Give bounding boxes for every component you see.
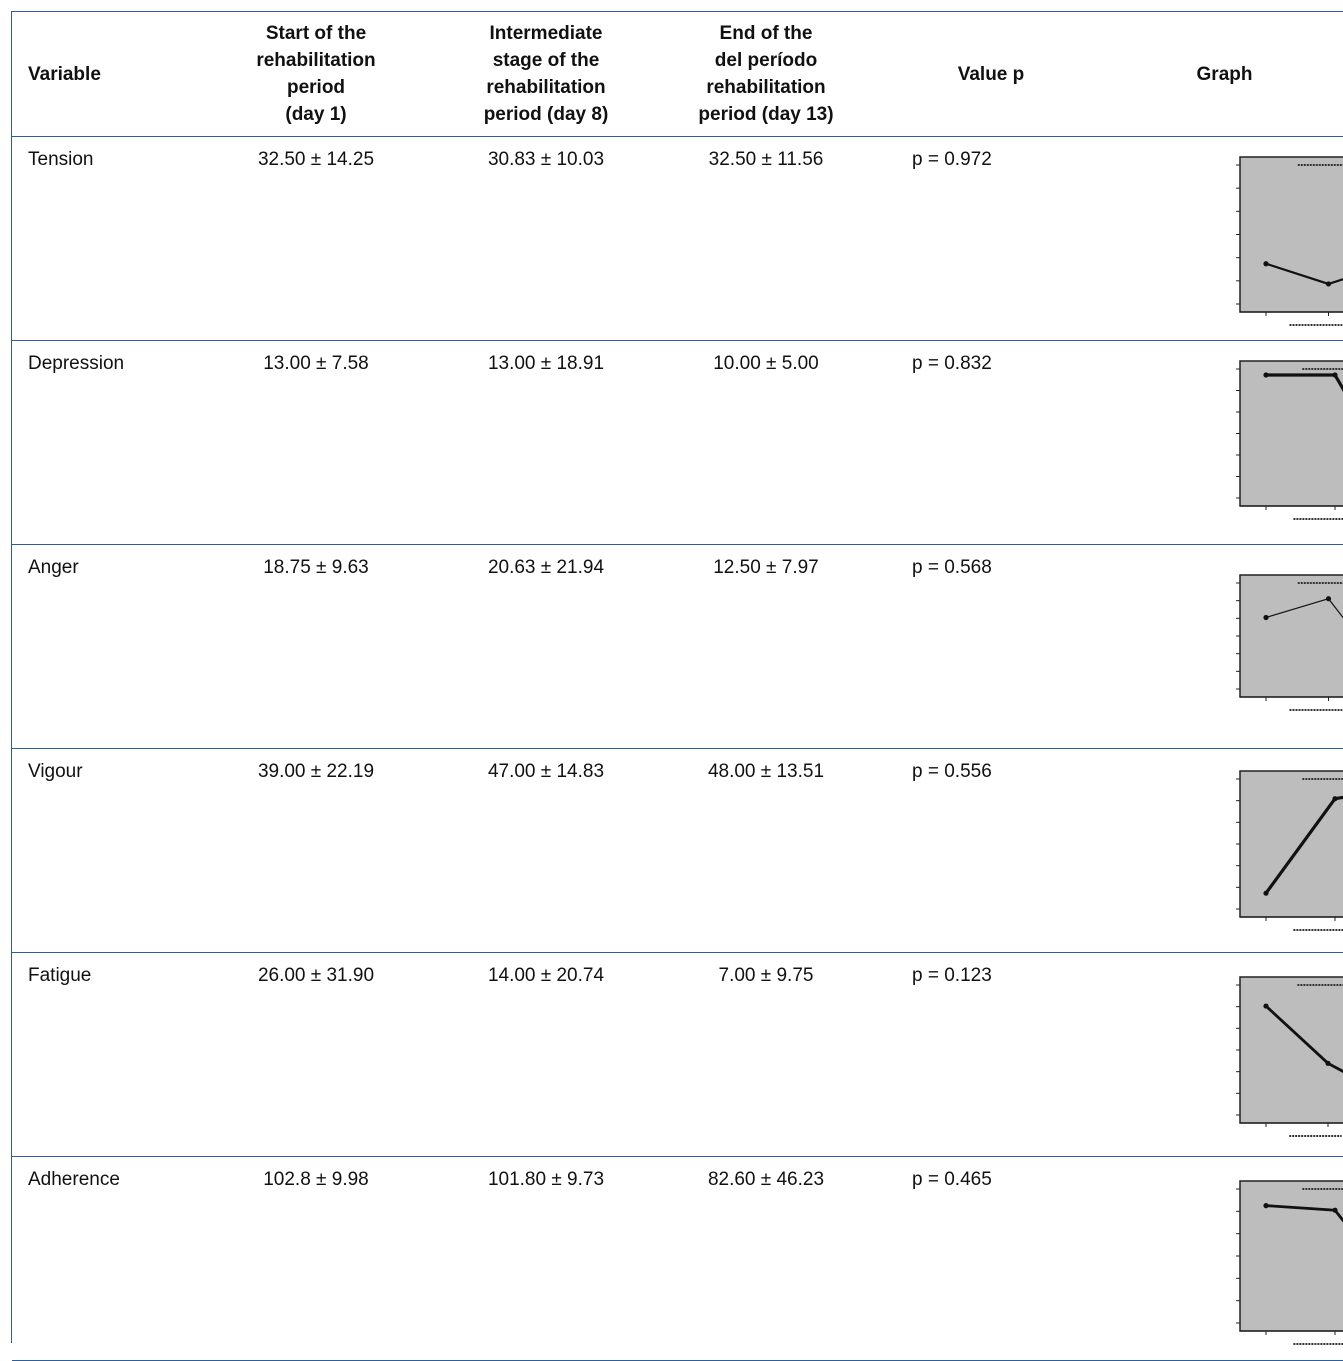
cell-variable: Tension — [12, 136, 196, 341]
cell-intermediate: 101.80 ± 9.73 — [436, 1156, 656, 1361]
header-intermediate-line: Intermediate — [489, 23, 603, 44]
cell-variable: Anger — [12, 544, 196, 749]
mini-chart-adherence — [1236, 1180, 1343, 1345]
data-point-fatigue — [1325, 1060, 1331, 1066]
header-variable: Variable — [12, 12, 196, 137]
data-point-depression — [1332, 372, 1338, 378]
data-point-vigour — [1263, 890, 1269, 896]
cell-variable: Fatigue — [12, 952, 196, 1157]
cell-pvalue: p = 0.556 — [876, 748, 1106, 953]
data-point-anger — [1263, 614, 1269, 621]
header-intermediate: Intermediate stage of the rehabilitation… — [436, 12, 656, 137]
cell-end: 7.00 ± 9.75 — [656, 952, 876, 1157]
cell-variable: Depression — [12, 340, 196, 545]
cell-variable: Vigour — [12, 748, 196, 953]
cell-start: 26.00 ± 31.90 — [196, 952, 436, 1157]
header-end-line: del período — [714, 50, 818, 71]
data-point-anger — [1325, 596, 1332, 602]
cell-end: 32.50 ± 11.56 — [656, 136, 876, 341]
header-graph: Graph — [1106, 12, 1343, 137]
header-start-line: rehabilitation — [256, 50, 376, 71]
cell-start: 13.00 ± 7.58 — [196, 340, 436, 545]
table-row: Tension 32.50 ± 14.25 30.83 ± 10.03 32.5… — [12, 136, 1343, 341]
chart-panel — [1239, 976, 1343, 1124]
cell-graph — [1106, 544, 1343, 749]
header-start-line: period — [286, 77, 346, 98]
cell-start: 39.00 ± 22.19 — [196, 748, 436, 953]
cell-graph — [1106, 136, 1343, 341]
chart-panel — [1239, 574, 1343, 698]
header-start-line: (day 1) — [285, 104, 347, 125]
results-table: Variable Start of the rehabilitation per… — [12, 12, 1343, 1361]
mini-chart-anger — [1236, 574, 1343, 711]
mini-chart-fatigue — [1236, 976, 1343, 1137]
cell-end: 48.00 ± 13.51 — [656, 748, 876, 953]
cell-intermediate: 30.83 ± 10.03 — [436, 136, 656, 341]
table-row: Vigour 39.00 ± 22.19 47.00 ± 14.83 48.00… — [12, 748, 1343, 953]
cell-pvalue: p = 0.568 — [876, 544, 1106, 749]
table-row: Fatigue 26.00 ± 31.90 14.00 ± 20.74 7.00… — [12, 952, 1343, 1157]
header-row: Variable Start of the rehabilitation per… — [12, 12, 1343, 137]
chart-panel — [1239, 360, 1343, 507]
cell-end: 12.50 ± 7.97 — [656, 544, 876, 749]
cell-start: 102.8 ± 9.98 — [196, 1156, 436, 1361]
cell-intermediate: 47.00 ± 14.83 — [436, 748, 656, 953]
mini-chart-depression — [1236, 360, 1343, 520]
header-start: Start of the rehabilitation period (day … — [196, 12, 436, 137]
table-row: Depression 13.00 ± 7.58 13.00 ± 18.91 10… — [12, 340, 1343, 545]
cell-intermediate: 13.00 ± 18.91 — [436, 340, 656, 545]
header-intermediate-line: stage of the — [492, 50, 600, 71]
header-end-line: rehabilitation — [706, 77, 826, 98]
cell-pvalue: p = 0.465 — [876, 1156, 1106, 1361]
cell-start: 18.75 ± 9.63 — [196, 544, 436, 749]
cell-pvalue: p = 0.123 — [876, 952, 1106, 1157]
data-point-depression — [1263, 372, 1269, 378]
table-row: Anger 18.75 ± 9.63 20.63 ± 21.94 12.50 ±… — [12, 544, 1343, 749]
header-end-line: End of the — [719, 23, 813, 44]
cell-intermediate: 20.63 ± 21.94 — [436, 544, 656, 749]
table-row: Adherence 102.8 ± 9.98 101.80 ± 9.73 82.… — [12, 1156, 1343, 1361]
header-start-line: Start of the — [265, 23, 367, 44]
header-end-line: period (day 13) — [698, 104, 834, 125]
cell-graph — [1106, 1156, 1343, 1361]
data-point-adherence — [1332, 1207, 1338, 1213]
cell-end: 82.60 ± 46.23 — [656, 1156, 876, 1361]
header-pvalue: Value p — [876, 12, 1106, 137]
cell-graph — [1106, 952, 1343, 1157]
cell-graph — [1106, 748, 1343, 953]
cell-variable: Adherence — [12, 1156, 196, 1361]
header-end: End of the del período rehabilitation pe… — [656, 12, 876, 137]
cell-pvalue: p = 0.832 — [876, 340, 1106, 545]
header-intermediate-line: rehabilitation — [486, 77, 606, 98]
data-point-tension — [1325, 281, 1332, 287]
mini-chart-vigour — [1236, 770, 1343, 931]
chart-panel — [1239, 156, 1343, 313]
results-table-frame: Variable Start of the rehabilitation per… — [11, 11, 1343, 1361]
cell-pvalue: p = 0.972 — [876, 136, 1106, 341]
cell-end: 10.00 ± 5.00 — [656, 340, 876, 545]
cell-start: 32.50 ± 14.25 — [196, 136, 436, 341]
cell-graph — [1106, 340, 1343, 545]
data-point-vigour — [1332, 796, 1338, 802]
cell-intermediate: 14.00 ± 20.74 — [436, 952, 656, 1157]
header-intermediate-line: period (day 8) — [483, 104, 609, 125]
data-point-fatigue — [1263, 1003, 1269, 1009]
mini-chart-tension — [1236, 156, 1343, 326]
data-point-adherence — [1263, 1203, 1269, 1209]
chart-panel — [1239, 770, 1343, 918]
chart-panel — [1239, 1180, 1343, 1332]
data-point-tension — [1263, 261, 1269, 267]
